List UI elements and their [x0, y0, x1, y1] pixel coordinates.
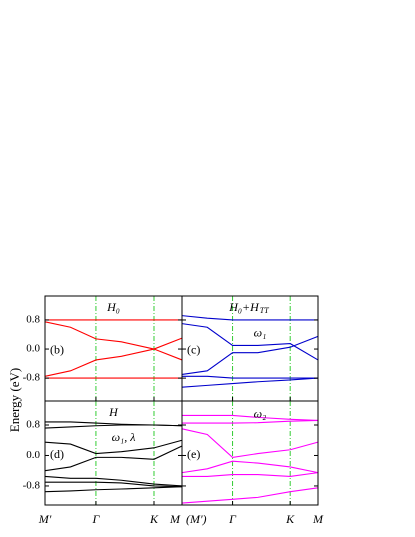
y-axis-label: Energy (eV) — [7, 368, 22, 432]
panel-annotation: ω₁, λ — [112, 430, 136, 444]
band-line — [181, 335, 319, 376]
band-line — [44, 337, 183, 377]
band-line — [181, 487, 319, 504]
y-tick-label: 0.0 — [26, 449, 40, 461]
y-tick-label: -0.8 — [23, 479, 41, 491]
panel-annotation: ω₂ — [254, 406, 267, 420]
x-tick-label: (M') — [186, 512, 207, 526]
panel-annotation: ω₁ — [254, 326, 267, 340]
band-line — [182, 414, 319, 421]
band-line — [181, 428, 319, 458]
panel-title: H₀ — [106, 300, 120, 314]
band-line — [182, 472, 319, 477]
panel-title: H₀+H — [228, 300, 260, 314]
x-tick-label: K — [285, 512, 295, 526]
panel-frame — [181, 400, 319, 506]
band-line — [181, 460, 319, 474]
band-line — [181, 323, 319, 361]
band-line — [44, 439, 183, 455]
band-line — [45, 481, 183, 488]
y-tick-label: -0.8 — [23, 372, 41, 384]
x-tick-label: M — [169, 512, 181, 526]
band-line — [44, 424, 183, 429]
band-line — [44, 445, 183, 472]
x-tick-label: Γ — [228, 512, 237, 526]
panel-label: (e) — [187, 447, 200, 461]
panel-label: (c) — [187, 342, 200, 356]
panel-title-sub: TT — [260, 306, 269, 315]
band-line — [181, 377, 319, 388]
x-tick-label: M — [312, 512, 324, 526]
x-tick-label: Γ — [92, 512, 101, 526]
y-tick-label: 0.0 — [26, 343, 40, 355]
x-tick-label: K — [149, 512, 159, 526]
band-line — [181, 315, 318, 321]
band-line — [44, 321, 183, 361]
band-line — [182, 375, 318, 379]
panel-label: (b) — [50, 342, 64, 356]
x-tick-label: M' — [38, 512, 52, 526]
band-line — [44, 475, 183, 487]
panel-label: (d) — [50, 447, 64, 461]
band-line — [182, 419, 319, 424]
band-line — [44, 486, 183, 493]
y-tick-label: 0.8 — [26, 419, 40, 431]
panel-title: H — [108, 405, 119, 419]
y-tick-label: 0.8 — [26, 314, 40, 326]
